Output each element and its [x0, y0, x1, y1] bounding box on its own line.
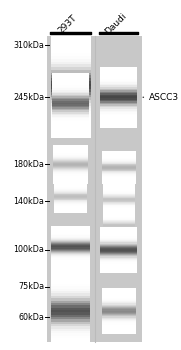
Text: 60kDa: 60kDa — [18, 313, 44, 322]
Text: Daudi: Daudi — [103, 12, 128, 37]
Text: 180kDa: 180kDa — [13, 160, 44, 169]
Text: 140kDa: 140kDa — [13, 197, 44, 205]
Text: ASCC3: ASCC3 — [143, 93, 179, 102]
Text: 310kDa: 310kDa — [13, 41, 44, 50]
Text: 245kDa: 245kDa — [13, 93, 44, 102]
Text: 75kDa: 75kDa — [18, 282, 44, 291]
Bar — [47, 36, 142, 342]
Text: 293T: 293T — [56, 13, 79, 35]
Text: 100kDa: 100kDa — [13, 245, 44, 254]
